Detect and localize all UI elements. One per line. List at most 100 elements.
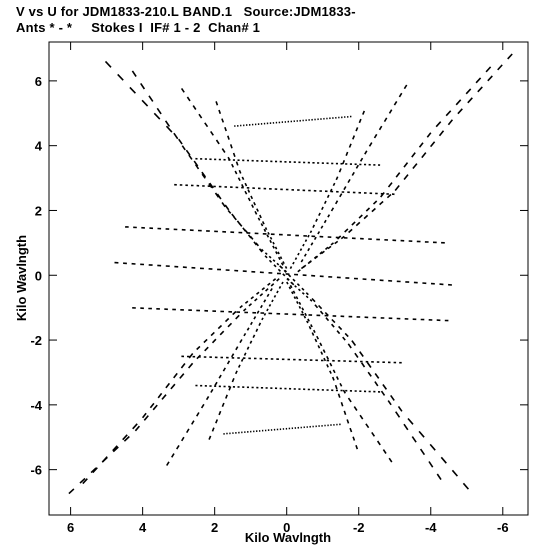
uv-point bbox=[226, 360, 231, 365]
uv-point bbox=[180, 87, 185, 93]
uv-point bbox=[201, 173, 206, 179]
uv-point bbox=[102, 456, 108, 463]
x-axis: 6 4 2 0 -2 -4 -6 bbox=[67, 42, 509, 535]
uv-point bbox=[294, 257, 298, 260]
uv-point bbox=[365, 423, 370, 429]
y-tick-label: -2 bbox=[30, 333, 42, 348]
uv-point bbox=[451, 469, 459, 477]
uv-point bbox=[224, 126, 227, 132]
uv-point bbox=[367, 371, 372, 377]
chart-title: V vs U for JDM1833-210.L BAND.1 Source:J… bbox=[16, 4, 356, 19]
x-axis-title: Kilo Wavlngth bbox=[245, 530, 331, 545]
uv-point bbox=[326, 364, 329, 368]
uv-point bbox=[358, 214, 363, 219]
uv-point bbox=[157, 392, 163, 399]
uv-point bbox=[276, 290, 279, 294]
uv-point bbox=[343, 186, 347, 191]
uv-point bbox=[276, 262, 280, 266]
uv-point bbox=[210, 388, 214, 393]
uv-point bbox=[455, 99, 462, 106]
uv-point bbox=[225, 394, 228, 399]
uv-point bbox=[224, 204, 230, 211]
uv-point bbox=[351, 221, 356, 226]
uv-point bbox=[215, 101, 219, 106]
uv-point bbox=[247, 189, 251, 193]
uv-point bbox=[276, 278, 280, 282]
uv-point bbox=[263, 313, 267, 316]
uv-point bbox=[292, 261, 295, 265]
uv-point bbox=[201, 171, 207, 178]
uv-point bbox=[365, 207, 371, 212]
uv-point bbox=[353, 406, 358, 411]
uv-point bbox=[418, 430, 425, 438]
uv-point bbox=[271, 299, 274, 303]
uv-point bbox=[324, 246, 329, 251]
uv-point bbox=[393, 100, 398, 106]
uv-point bbox=[165, 125, 173, 133]
uv-point bbox=[260, 248, 264, 252]
uv-point bbox=[90, 467, 97, 474]
uv-point bbox=[326, 194, 330, 199]
uv-point bbox=[256, 208, 259, 212]
uv-point bbox=[185, 149, 191, 156]
x-tick-label: 2 bbox=[211, 520, 218, 535]
uv-point bbox=[164, 120, 171, 127]
uv-point bbox=[156, 107, 162, 115]
uv-point bbox=[279, 256, 283, 260]
uv-point bbox=[278, 286, 282, 289]
uv-point bbox=[282, 261, 285, 265]
uv-point bbox=[104, 60, 112, 68]
uv-point bbox=[337, 393, 341, 398]
x-tick-label: 4 bbox=[139, 520, 147, 535]
uv-point bbox=[286, 278, 290, 281]
uv-point bbox=[122, 434, 128, 441]
uv-point bbox=[342, 159, 346, 165]
uv-point bbox=[342, 336, 346, 341]
uv-point bbox=[338, 168, 342, 173]
uv-point bbox=[264, 227, 268, 231]
x-tick-label: -2 bbox=[353, 520, 365, 535]
uv-point bbox=[314, 338, 318, 343]
uv-point bbox=[311, 297, 316, 303]
uv-point bbox=[376, 440, 381, 446]
chart-subtitle: Ants * - * Stokes I IF# 1 - 2 Chan# 1 bbox=[16, 20, 261, 35]
uv-point bbox=[243, 352, 247, 356]
uv-point bbox=[304, 239, 308, 242]
uv-point bbox=[272, 259, 276, 262]
uv-point bbox=[335, 376, 339, 380]
uv-point bbox=[170, 383, 176, 390]
uv-point bbox=[351, 340, 357, 346]
uv-point bbox=[191, 420, 195, 425]
uv-point bbox=[254, 298, 258, 302]
uv-point bbox=[438, 130, 445, 137]
x-tick-label: -4 bbox=[425, 520, 437, 535]
uv-point bbox=[372, 200, 378, 205]
uv-point bbox=[218, 374, 222, 379]
uv-point bbox=[360, 362, 366, 368]
uv-point bbox=[322, 349, 326, 353]
uv-point bbox=[309, 299, 313, 302]
uv-point bbox=[301, 307, 305, 311]
uv-point bbox=[221, 148, 226, 153]
uv-point bbox=[323, 357, 327, 362]
x-tick-label: 0 bbox=[283, 520, 290, 535]
uv-point bbox=[179, 373, 185, 379]
uv-point bbox=[347, 178, 351, 184]
uv-point bbox=[300, 259, 304, 263]
uv-point bbox=[291, 291, 294, 295]
uv-point bbox=[363, 214, 369, 220]
uv-point bbox=[398, 92, 403, 98]
uv-point bbox=[319, 251, 323, 255]
uv-point bbox=[289, 266, 293, 269]
uv-point bbox=[305, 292, 309, 296]
uv-point bbox=[249, 235, 254, 240]
y-tick-label: -4 bbox=[30, 398, 42, 413]
y-axis-title: Kilo Wavlngth bbox=[14, 235, 29, 321]
uv-point bbox=[277, 251, 280, 255]
uv-point bbox=[253, 241, 258, 246]
uv-point bbox=[270, 283, 275, 287]
uv-point bbox=[305, 295, 309, 299]
uv-point bbox=[312, 224, 316, 228]
uv-point bbox=[112, 445, 118, 452]
uv-point bbox=[186, 428, 190, 434]
